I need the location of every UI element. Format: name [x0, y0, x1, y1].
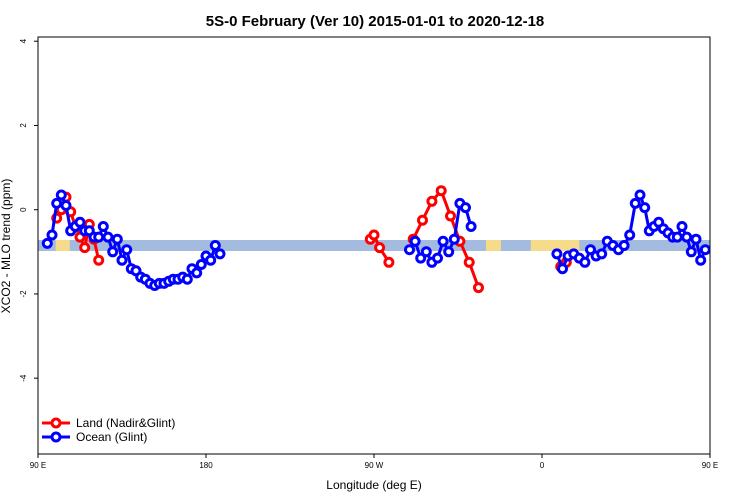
land-data-point [426, 195, 438, 207]
y-tick-label: 4 [19, 38, 28, 43]
y-tick-label: -2 [19, 290, 28, 298]
x-axis-label: Longitude (deg E) [326, 478, 421, 492]
land-data-point [417, 214, 428, 226]
ocean-data-point [93, 231, 105, 243]
ocean-data-point [97, 221, 109, 232]
ocean-data-point [557, 263, 568, 275]
ocean-data-point [437, 235, 449, 247]
y-axis-label: XCO2 - MLO trend (ppm) [0, 179, 13, 314]
x-tick-label: 90 E [702, 461, 718, 470]
ocean-legend-marker [50, 431, 62, 443]
ocean-data-point [443, 246, 455, 258]
land-data-point [729, 206, 737, 214]
land-data-point [463, 256, 475, 268]
land-data-point [734, 195, 742, 203]
land-data-point [739, 206, 747, 214]
ocean-data-point [551, 248, 563, 260]
ocean-data-point [404, 244, 415, 256]
land-data-point [435, 185, 447, 197]
ocean-data-point [579, 256, 591, 268]
land-legend-label: Land (Nadir&Glint) [76, 416, 175, 430]
ocean-data-point [690, 233, 702, 245]
ocean-data-point [420, 246, 432, 258]
ocean-data-point [116, 254, 128, 266]
land-data-point [383, 256, 395, 268]
ocean-data-point [629, 197, 641, 209]
ocean-data-point [214, 248, 226, 260]
land-band-segment [486, 240, 501, 251]
land-band-segment [55, 240, 70, 251]
land-data-point [79, 242, 91, 254]
ocean-data-point [465, 221, 477, 232]
ocean-data-point [195, 259, 207, 270]
ocean-data-point [676, 221, 688, 232]
ocean-data-point [618, 240, 630, 251]
x-tick-label: 0 [540, 461, 545, 470]
land-data-point [743, 220, 750, 228]
ocean-data-point [685, 246, 697, 258]
ocean-data-point [448, 233, 460, 245]
ocean-data-point [585, 244, 596, 256]
land-data-point [368, 229, 380, 241]
ocean-data-point [634, 189, 646, 201]
land-data-point [374, 242, 386, 254]
legend: Land (Nadir&Glint)Ocean (Glint) [42, 416, 175, 444]
ocean-data-point [460, 202, 471, 214]
ocean-data-point [60, 200, 72, 211]
land-legend-marker [50, 417, 62, 429]
x-tick-label: 90 W [365, 461, 384, 470]
ocean-data-point [111, 233, 123, 245]
ocean-data-point [205, 254, 217, 266]
y-tick-label: 2 [19, 123, 28, 128]
ocean-data-point [74, 216, 86, 228]
ocean-data-point [51, 197, 63, 209]
ocean-legend-label: Ocean (Glint) [76, 430, 147, 444]
land-data-point [473, 282, 484, 294]
coverage-band [38, 240, 742, 251]
y-tick-label: 0 [19, 207, 28, 212]
ocean-data-point [671, 231, 683, 243]
ocean-data-point [639, 202, 651, 214]
ocean-data-point [181, 273, 193, 285]
x-tick-label: 90 E [30, 461, 46, 470]
ocean-data-point [695, 254, 707, 266]
ocean-data-point [41, 237, 53, 249]
series-layer [41, 185, 750, 294]
chart-title: 5S-0 February (Ver 10) 2015-01-01 to 202… [206, 13, 545, 30]
ocean-data-point [415, 252, 427, 264]
land-series-line [729, 199, 750, 260]
ocean-data-point [409, 235, 421, 247]
ocean-data-point [209, 240, 221, 251]
ocean-data-point [107, 246, 119, 258]
land-band-segment [727, 240, 742, 251]
ocean-band [38, 240, 710, 251]
land-data-point [93, 254, 105, 266]
x-tick-label: 180 [199, 461, 213, 470]
ocean-data-point [699, 244, 710, 256]
land-data-point [445, 210, 456, 222]
ocean-data-point [55, 189, 67, 201]
ocean-data-point [681, 231, 693, 243]
ocean-data-point [46, 229, 58, 241]
ocean-data-point [624, 229, 636, 241]
ocean-data-point [102, 231, 114, 243]
land-band-segment [530, 240, 580, 251]
ocean-data-point [121, 244, 133, 256]
land-data-point [725, 214, 733, 222]
x-axis: 90 E 180 90 W 0 90 E [30, 454, 718, 470]
ocean-data-point [596, 248, 608, 260]
ocean-data-point [191, 267, 203, 279]
y-axis: 4 2 0 -2 -4 [19, 38, 38, 382]
ocean-data-point [432, 252, 443, 264]
y-tick-label: -4 [19, 374, 28, 382]
